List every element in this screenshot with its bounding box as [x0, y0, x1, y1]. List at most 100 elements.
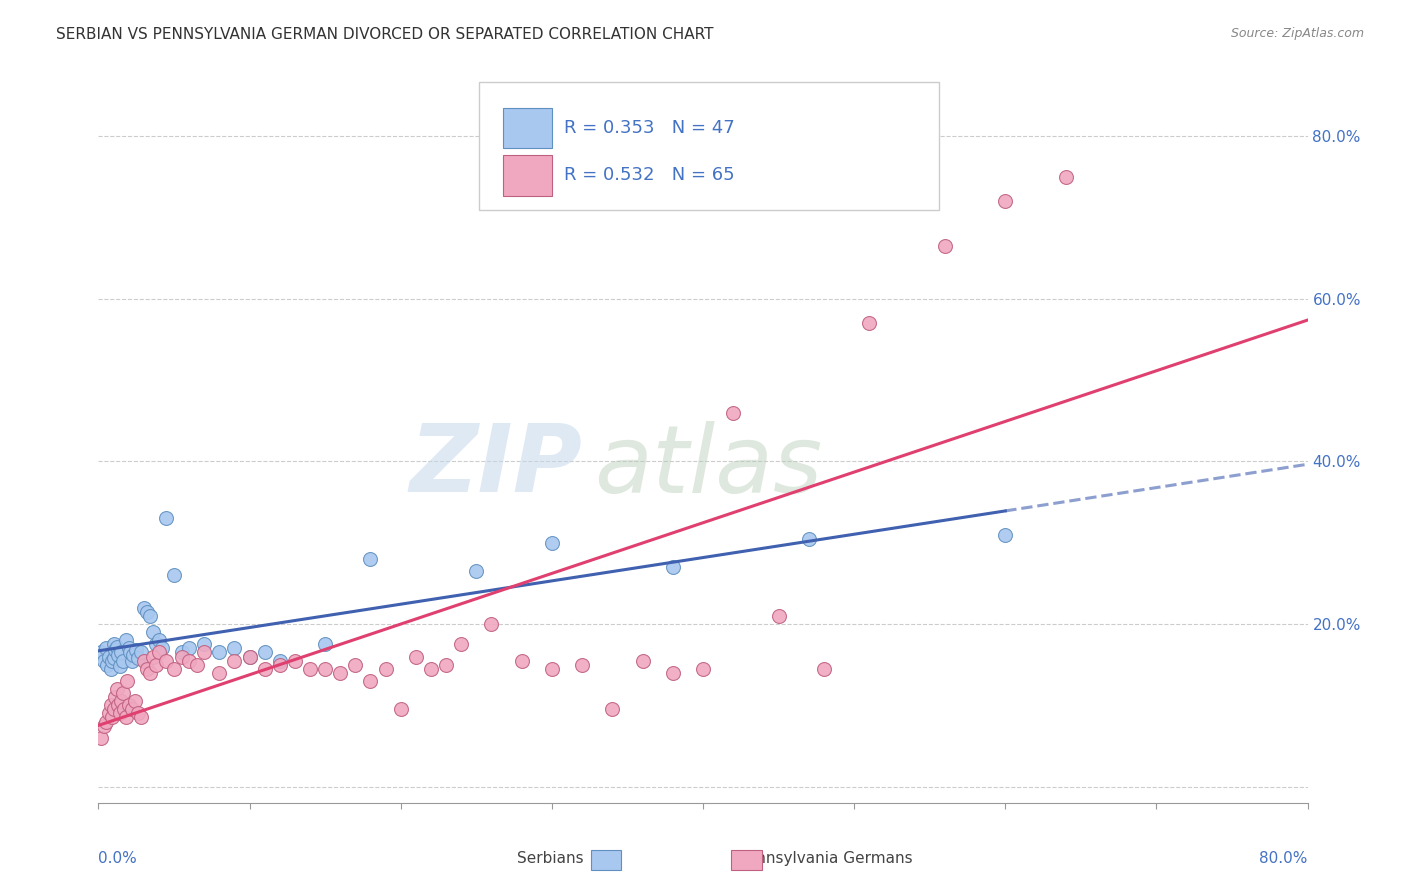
Point: [142, 649, 165, 664]
Point: [125, 643, 148, 657]
Point: [571, 657, 593, 672]
Point: [170, 649, 193, 664]
Point: [253, 645, 276, 659]
Point: [150, 641, 173, 656]
Point: [155, 511, 177, 525]
Point: [602, 702, 624, 716]
Point: [101, 710, 124, 724]
Point: [114, 710, 136, 724]
Text: R = 0.532   N = 65: R = 0.532 N = 65: [564, 166, 734, 185]
Point: [118, 698, 141, 713]
Point: [314, 637, 336, 651]
Point: [934, 239, 956, 253]
Point: [100, 662, 122, 676]
Point: [813, 662, 835, 676]
Text: SERBIAN VS PENNSYLVANIA GERMAN DIVORCED OR SEPARATED CORRELATION CHART: SERBIAN VS PENNSYLVANIA GERMAN DIVORCED …: [56, 27, 714, 42]
Point: [127, 706, 149, 721]
Point: [142, 625, 165, 640]
Point: [631, 654, 654, 668]
Point: [155, 654, 177, 668]
FancyBboxPatch shape: [479, 82, 939, 211]
Point: [163, 662, 186, 676]
Point: [132, 654, 155, 668]
Point: [108, 659, 131, 673]
Bar: [503, 155, 551, 195]
Point: [1054, 169, 1077, 184]
Point: [253, 662, 276, 676]
Text: 80.0%: 80.0%: [1260, 851, 1308, 865]
Point: [112, 702, 135, 716]
Point: [723, 406, 745, 420]
Point: [94, 641, 117, 656]
Point: [434, 657, 457, 672]
Point: [450, 637, 472, 651]
Point: [314, 662, 336, 676]
Point: [360, 552, 382, 566]
Point: [121, 654, 143, 668]
Point: [110, 645, 132, 659]
Point: [465, 564, 488, 578]
Point: [692, 662, 714, 676]
Point: [224, 654, 246, 668]
Point: [186, 657, 208, 672]
Point: [284, 654, 307, 668]
Point: [94, 714, 117, 729]
Point: [540, 662, 562, 676]
Text: Serbians: Serbians: [517, 851, 583, 865]
Point: [111, 654, 134, 668]
Point: [179, 654, 201, 668]
Point: [797, 532, 820, 546]
Point: [510, 654, 533, 668]
Point: [139, 608, 162, 623]
Point: [103, 637, 125, 651]
Point: [858, 316, 880, 330]
Point: [193, 637, 215, 651]
Point: [135, 662, 157, 676]
Point: [132, 600, 155, 615]
Point: [115, 673, 138, 688]
Point: [374, 662, 396, 676]
Point: [135, 605, 157, 619]
Point: [110, 694, 132, 708]
Point: [122, 648, 145, 662]
Point: [360, 673, 382, 688]
Point: [98, 649, 121, 664]
Point: [299, 662, 322, 676]
Point: [127, 651, 149, 665]
Point: [170, 645, 193, 659]
Point: [93, 718, 115, 732]
Point: [105, 681, 128, 696]
Point: [405, 649, 427, 664]
Point: [661, 665, 683, 680]
Point: [145, 637, 167, 651]
Text: 0.0%: 0.0%: [98, 851, 138, 865]
Point: [90, 731, 112, 745]
Point: [111, 686, 134, 700]
Point: [389, 702, 412, 716]
Point: [994, 527, 1017, 541]
Text: Pennsylvania Germans: Pennsylvania Germans: [738, 851, 912, 865]
Point: [129, 710, 152, 724]
Point: [93, 654, 115, 668]
Point: [239, 649, 262, 664]
Point: [269, 654, 291, 668]
Point: [139, 665, 162, 680]
Point: [179, 641, 201, 656]
Point: [124, 694, 146, 708]
Point: [145, 657, 167, 672]
Point: [105, 640, 128, 654]
Point: [101, 654, 124, 668]
Point: [481, 617, 503, 632]
Point: [107, 698, 129, 713]
Point: [129, 645, 152, 659]
Point: [96, 657, 118, 672]
Point: [108, 706, 131, 721]
Point: [103, 651, 125, 665]
Point: [239, 649, 262, 664]
Point: [103, 702, 125, 716]
Point: [269, 657, 291, 672]
Point: [420, 662, 443, 676]
Point: [121, 702, 143, 716]
Point: [104, 643, 127, 657]
Point: [107, 648, 129, 662]
